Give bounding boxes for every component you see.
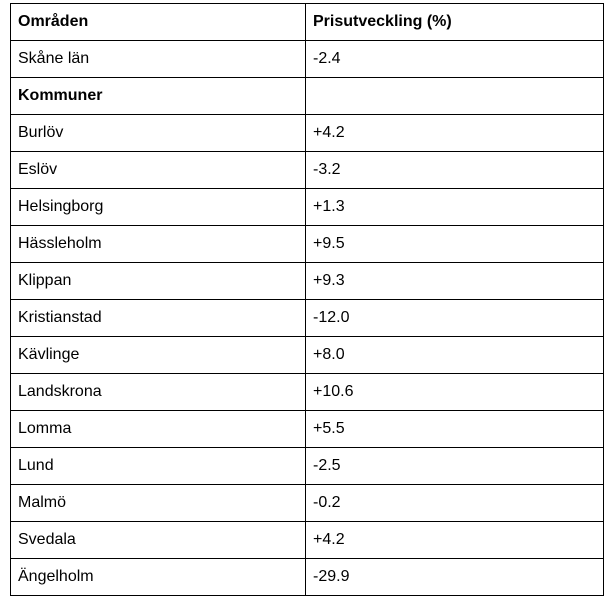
price-change-cell: -2.5 bbox=[305, 447, 604, 485]
section-label-cell: Kommuner bbox=[10, 77, 306, 115]
table-row: Kävlinge +8.0 bbox=[10, 336, 604, 374]
price-change-cell: +8.0 bbox=[305, 336, 604, 374]
table-row: Lomma +5.5 bbox=[10, 410, 604, 448]
municipality-cell: Kävlinge bbox=[10, 336, 306, 374]
price-change-cell: +4.2 bbox=[305, 521, 604, 559]
municipality-cell: Lomma bbox=[10, 410, 306, 448]
price-change-cell: +10.6 bbox=[305, 373, 604, 411]
municipality-cell: Svedala bbox=[10, 521, 306, 559]
table-row: Ängelholm -29.9 bbox=[10, 558, 604, 596]
price-change-table: Områden Prisutveckling (%) Skåne län -2.… bbox=[10, 3, 604, 596]
municipality-cell: Klippan bbox=[10, 262, 306, 300]
price-change-cell: -29.9 bbox=[305, 558, 604, 596]
table-row: Svedala +4.2 bbox=[10, 521, 604, 559]
table-body: Områden Prisutveckling (%) Skåne län -2.… bbox=[10, 3, 604, 596]
municipality-cell: Kristianstad bbox=[10, 299, 306, 337]
header-cell-change: Prisutveckling (%) bbox=[305, 3, 604, 41]
price-change-cell: +4.2 bbox=[305, 114, 604, 152]
price-change-cell: -3.2 bbox=[305, 151, 604, 189]
price-change-cell: +5.5 bbox=[305, 410, 604, 448]
municipality-cell: Eslöv bbox=[10, 151, 306, 189]
header-cell-area: Områden bbox=[10, 3, 306, 41]
table-row: Eslöv -3.2 bbox=[10, 151, 604, 189]
table-row: Burlöv +4.2 bbox=[10, 114, 604, 152]
section-empty-cell bbox=[305, 77, 604, 115]
table-row: Hässleholm +9.5 bbox=[10, 225, 604, 263]
municipality-cell: Lund bbox=[10, 447, 306, 485]
table-row: Helsingborg +1.3 bbox=[10, 188, 604, 226]
table-row: Kristianstad -12.0 bbox=[10, 299, 604, 337]
price-change-cell: -12.0 bbox=[305, 299, 604, 337]
municipality-cell: Malmö bbox=[10, 484, 306, 522]
county-change-cell: -2.4 bbox=[305, 40, 604, 78]
table-row: Landskrona +10.6 bbox=[10, 373, 604, 411]
price-change-cell: +9.5 bbox=[305, 225, 604, 263]
municipality-cell: Burlöv bbox=[10, 114, 306, 152]
county-row: Skåne län -2.4 bbox=[10, 40, 604, 78]
municipality-cell: Hässleholm bbox=[10, 225, 306, 263]
municipality-cell: Ängelholm bbox=[10, 558, 306, 596]
municipality-cell: Landskrona bbox=[10, 373, 306, 411]
table-row: Lund -2.5 bbox=[10, 447, 604, 485]
price-change-cell: +1.3 bbox=[305, 188, 604, 226]
section-row: Kommuner bbox=[10, 77, 604, 115]
municipality-cell: Helsingborg bbox=[10, 188, 306, 226]
table-row: Malmö -0.2 bbox=[10, 484, 604, 522]
county-area-cell: Skåne län bbox=[10, 40, 306, 78]
table-row: Klippan +9.3 bbox=[10, 262, 604, 300]
price-change-cell: -0.2 bbox=[305, 484, 604, 522]
header-row: Områden Prisutveckling (%) bbox=[10, 3, 604, 41]
price-change-cell: +9.3 bbox=[305, 262, 604, 300]
